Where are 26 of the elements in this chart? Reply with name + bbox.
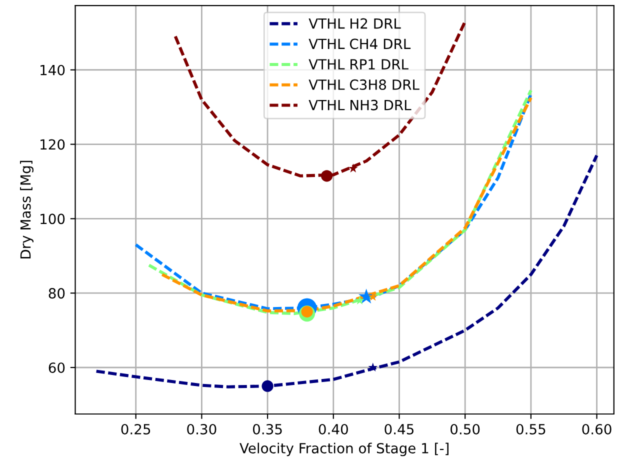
point [321, 170, 333, 182]
legend-label: VTHL RP1 DRL [308, 59, 408, 70]
x-axis-title: Velocity Fraction of Stage 1 [-] [240, 442, 448, 456]
y-tick-label: 120 [40, 139, 65, 150]
point [355, 296, 364, 305]
x-tick-label: 0.35 [252, 424, 282, 434]
legend-label: VTHL NH3 DRL [308, 100, 412, 110]
point [348, 164, 358, 172]
x-tick-label: 0.30 [187, 424, 216, 434]
x-tick-label: 0.45 [384, 424, 414, 434]
y-tick-label: 60 [48, 362, 65, 373]
x-tick-label: 0.40 [318, 424, 348, 434]
x-tick-label: 0.55 [516, 424, 546, 434]
point [262, 380, 274, 392]
legend-label: VTHL C3H8 DRL [308, 79, 420, 90]
y-tick-label: 140 [40, 64, 65, 76]
y-tick-label: 100 [40, 214, 65, 224]
legend-label: VTHL H2 DRL [308, 18, 401, 29]
x-tick-label: 0.60 [582, 424, 612, 434]
x-tick-label: 0.50 [450, 424, 480, 434]
point [368, 362, 378, 372]
x-tick-label: 0.25 [121, 424, 150, 434]
point [368, 292, 378, 301]
y-axis-title: Dry Mass [Mg] [20, 160, 34, 258]
legend-label: VTHL CH4 DRL [308, 38, 411, 50]
y-tick-label: 80 [48, 288, 65, 299]
